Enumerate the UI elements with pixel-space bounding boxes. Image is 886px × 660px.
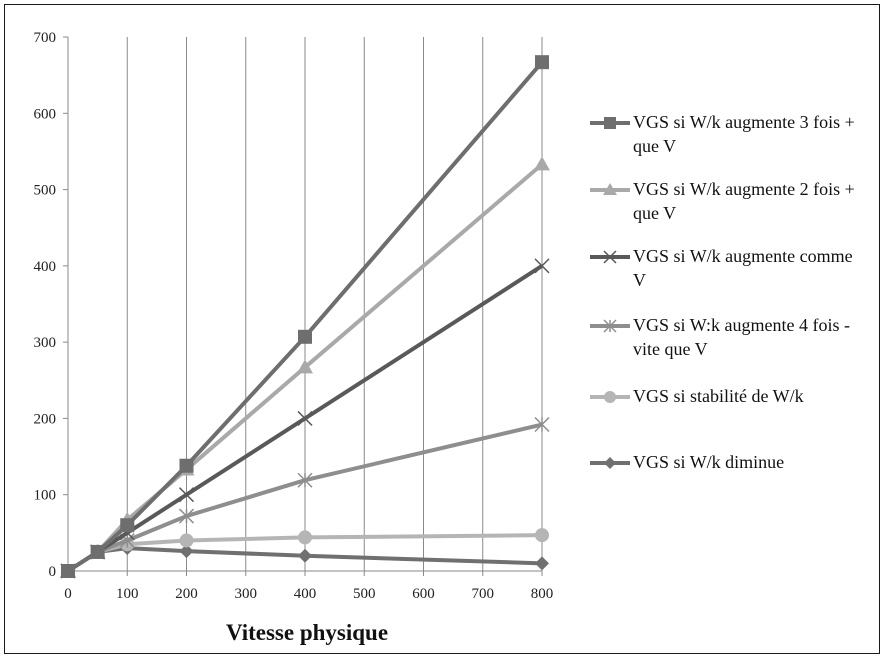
circle-marker xyxy=(604,391,616,403)
y-tick-label: 200 xyxy=(34,411,57,427)
legend-label: VGS si W:k augmente 4 fois - vite que V xyxy=(633,315,850,359)
axis-layer: 0 100 200 300 400 500 600 700 800 0 100 200 300 400 50… xyxy=(34,30,554,602)
triangle-marker xyxy=(534,156,550,171)
x-tick-label: 700 xyxy=(472,586,495,602)
series-square xyxy=(61,55,549,578)
legend-label: VGS si W/k augmente 3 fois + que V xyxy=(633,112,855,156)
x-tick-label: 500 xyxy=(353,586,376,602)
diamond-marker xyxy=(179,544,194,559)
circle-marker xyxy=(535,528,549,543)
y-tick-label: 500 xyxy=(34,183,57,199)
square-marker xyxy=(298,329,312,344)
star-marker xyxy=(178,508,195,524)
legend-label: VGS si stabilité de W/k xyxy=(633,386,804,406)
circle-marker xyxy=(179,533,194,548)
square-marker xyxy=(604,117,616,129)
series-layer xyxy=(60,55,550,579)
square-marker xyxy=(61,564,75,578)
diamond-marker xyxy=(298,548,312,563)
legend-key xyxy=(590,391,630,403)
x-tick-label: 200 xyxy=(175,586,198,602)
y-tick-label: 0 xyxy=(49,564,57,580)
grid-layer xyxy=(126,37,543,571)
y-tick-label: 400 xyxy=(34,259,57,275)
legend-key xyxy=(590,117,630,129)
legend-key xyxy=(590,457,630,469)
diamond-marker xyxy=(604,457,616,469)
x-marker xyxy=(534,258,550,274)
square-marker xyxy=(90,544,105,559)
x-tick-label: 400 xyxy=(294,586,317,602)
diamond-marker xyxy=(535,556,549,571)
star-marker xyxy=(297,472,313,488)
y-tick-label: 600 xyxy=(34,106,57,122)
legend-key xyxy=(590,250,630,264)
x-tick-label: 0 xyxy=(64,586,72,602)
x-axis-title: Vitesse physique xyxy=(226,620,388,645)
y-tick-label: 100 xyxy=(34,488,57,504)
x-marker xyxy=(603,250,617,264)
triangle-marker xyxy=(603,183,617,195)
legend-key xyxy=(590,183,630,195)
x-tick-label: 100 xyxy=(116,586,139,602)
square-marker xyxy=(179,458,194,473)
y-tick-label: 300 xyxy=(34,335,57,351)
y-tick-label: 700 xyxy=(34,30,57,46)
x-tick-label: 800 xyxy=(531,586,554,602)
star-marker xyxy=(603,319,617,333)
legend-key xyxy=(590,319,630,333)
square-marker xyxy=(120,518,135,533)
triangle-marker xyxy=(297,359,313,374)
legend-label: VGS si W/k diminue xyxy=(633,452,785,472)
circle-marker xyxy=(298,530,312,545)
x-tick-label: 300 xyxy=(235,586,258,602)
square-marker xyxy=(535,55,549,70)
x-tick-label: 600 xyxy=(412,586,435,602)
star-marker xyxy=(534,417,550,433)
legend-label: VGS si W/k augmente 2 fois + que V xyxy=(633,179,855,223)
x-marker xyxy=(178,487,195,503)
legend-label: VGS si W/k augmente comme V xyxy=(633,246,853,290)
x-marker xyxy=(297,410,313,426)
